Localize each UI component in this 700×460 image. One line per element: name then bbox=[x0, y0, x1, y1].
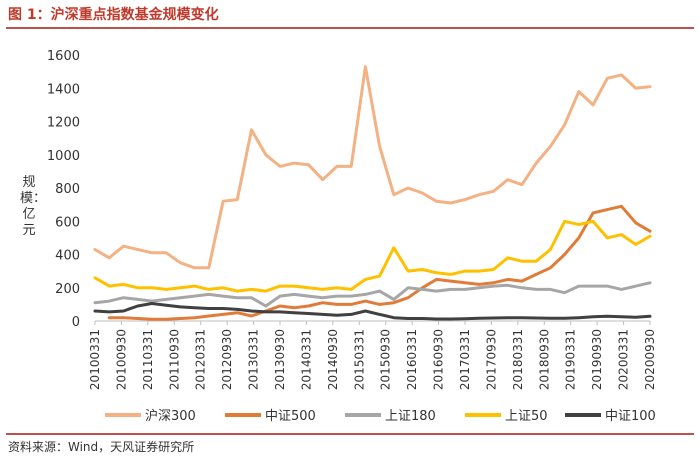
title-divider bbox=[6, 27, 694, 29]
x-tick-label: 20130930 bbox=[273, 329, 287, 390]
x-tick-label: 20150331 bbox=[352, 329, 366, 390]
x-tick-label: 20160930 bbox=[432, 329, 446, 390]
legend-label: 中证500 bbox=[265, 409, 316, 424]
y-tick-label: 1000 bbox=[47, 149, 80, 164]
x-tick-label: 20190930 bbox=[590, 329, 604, 390]
y-tick-label: 1600 bbox=[47, 49, 80, 64]
series-line-上证50 bbox=[93, 219, 652, 293]
x-tick-label: 20180930 bbox=[537, 329, 551, 390]
y-tick-label: 1400 bbox=[47, 82, 80, 97]
x-tick-label: 20110331 bbox=[141, 329, 155, 390]
x-tick-label: 20100930 bbox=[114, 329, 128, 390]
legend-swatch bbox=[225, 412, 261, 417]
y-tick-label: 800 bbox=[55, 182, 80, 197]
series-line-沪深300 bbox=[93, 65, 652, 270]
x-tick-label: 20160331 bbox=[405, 329, 419, 390]
legend: 沪深300 中证500 上证180 上证50 中证100 bbox=[0, 405, 700, 427]
x-tick-label: 20120930 bbox=[220, 329, 234, 390]
source-note: 资料来源：Wind，天风证券研究所 bbox=[8, 440, 195, 454]
y-axis: 0 200 400 600 800 1000 1200 1400 1600 bbox=[47, 49, 80, 330]
legend-label: 上证50 bbox=[505, 409, 548, 424]
chart-title: 图 1：沪深重点指数基金规模变化 bbox=[8, 7, 219, 23]
legend-label: 上证180 bbox=[385, 409, 436, 424]
legend-item: 上证180 bbox=[345, 405, 436, 424]
series-line-中证100 bbox=[93, 302, 652, 321]
footer-divider bbox=[6, 433, 694, 435]
legend-swatch bbox=[105, 412, 141, 417]
series-layer bbox=[93, 65, 652, 321]
series-line-上证180 bbox=[93, 281, 652, 308]
x-tick-label: 20100331 bbox=[88, 329, 102, 390]
x-tick-label: 20180331 bbox=[511, 329, 525, 390]
y-tick-label: 400 bbox=[55, 249, 80, 264]
x-tick-label: 20190331 bbox=[564, 329, 578, 390]
legend-item: 中证500 bbox=[225, 405, 316, 424]
legend-item: 沪深300 bbox=[105, 405, 196, 424]
x-tick-label: 20170930 bbox=[484, 329, 498, 390]
x-axis: 20100331 20100930 20110331 20110930 20120331… bbox=[88, 320, 657, 390]
x-tick-label: 20130331 bbox=[247, 329, 261, 390]
x-tick-label: 20170331 bbox=[458, 329, 472, 390]
y-tick-label: 600 bbox=[55, 215, 80, 230]
x-tick-label: 20200331 bbox=[617, 329, 631, 390]
legend-swatch bbox=[565, 412, 601, 417]
legend-item: 上证50 bbox=[465, 405, 548, 424]
y-axis-label: 规模：亿元 bbox=[20, 175, 47, 238]
x-tick-label: 20140331 bbox=[299, 329, 313, 390]
y-tick-label: 200 bbox=[55, 282, 80, 297]
x-tick-label: 20200930 bbox=[643, 329, 657, 390]
x-tick-label: 20140930 bbox=[326, 329, 340, 390]
x-tick-label: 20110930 bbox=[167, 329, 181, 390]
legend-label: 沪深300 bbox=[145, 409, 196, 424]
y-tick-label: 1200 bbox=[47, 116, 80, 131]
legend-swatch bbox=[465, 412, 501, 417]
x-tick-label: 20150930 bbox=[379, 329, 393, 390]
series-line-中证500 bbox=[107, 204, 652, 321]
x-tick-label: 20120331 bbox=[194, 329, 208, 390]
legend-swatch bbox=[345, 412, 381, 417]
y-tick-label: 0 bbox=[72, 315, 80, 330]
legend-label: 中证100 bbox=[605, 409, 656, 424]
legend-item: 中证100 bbox=[565, 405, 656, 424]
